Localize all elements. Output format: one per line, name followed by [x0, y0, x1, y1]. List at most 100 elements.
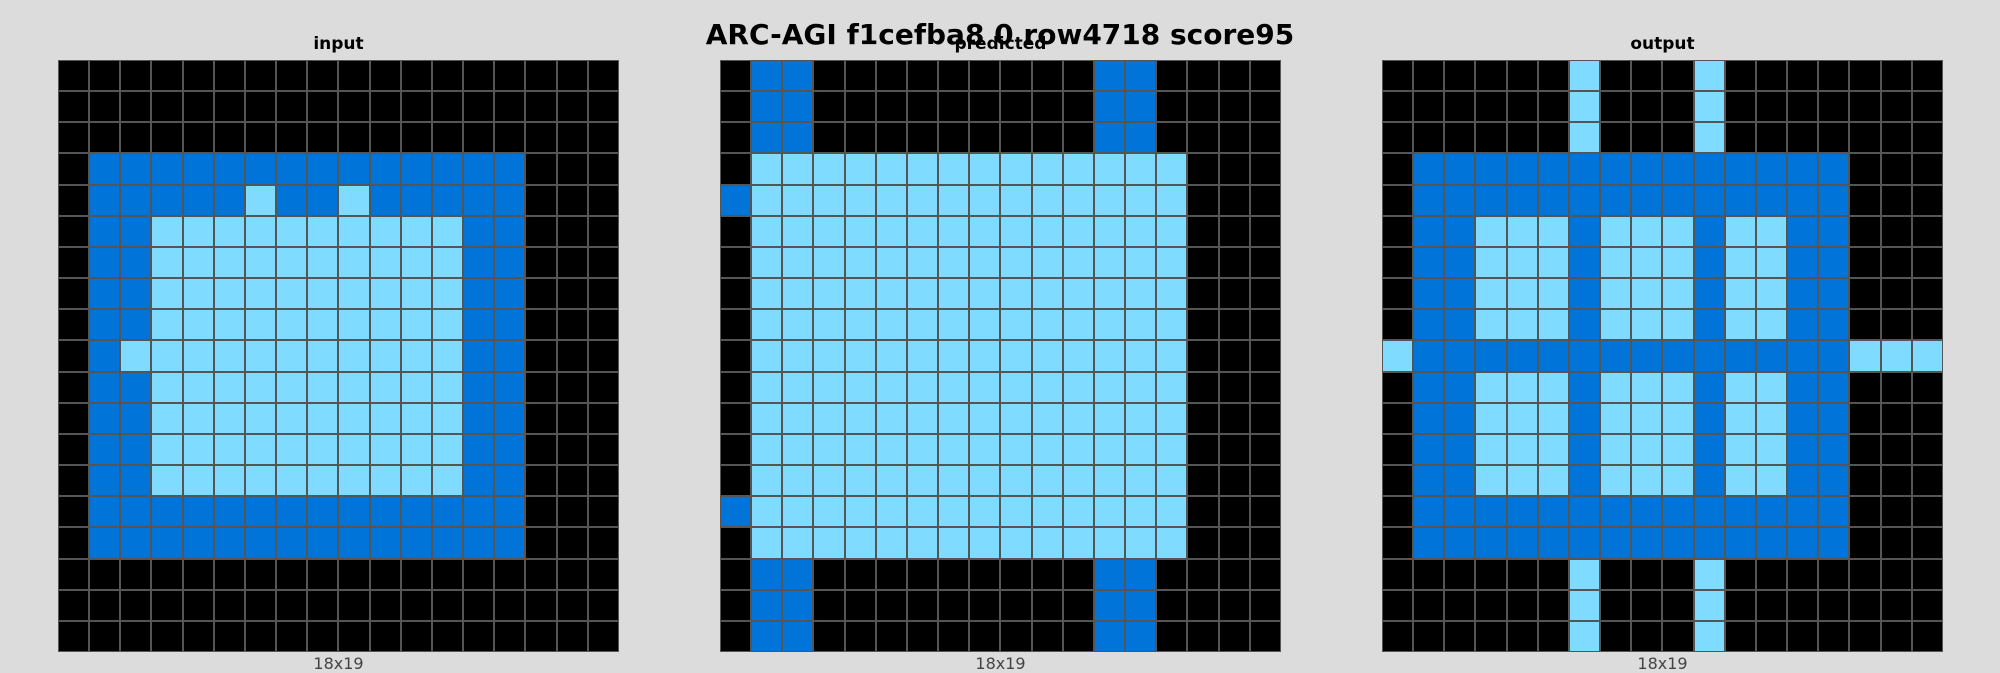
- grid-cell: [1218, 60, 1250, 92]
- grid-cell: [151, 91, 183, 123]
- grid-cell: [1724, 60, 1756, 92]
- grid-cell: [1382, 465, 1414, 497]
- grid-predicted: [720, 60, 1281, 652]
- grid-cell: [875, 433, 907, 466]
- grid-cell: [556, 589, 588, 621]
- grid-cell: [1911, 246, 1943, 279]
- grid-cell: [58, 465, 90, 497]
- grid-cell: [369, 60, 401, 92]
- grid-cell: [1125, 309, 1157, 341]
- grid-cell: [1600, 60, 1632, 92]
- grid-cell: [1724, 496, 1756, 528]
- grid-cell: [1187, 496, 1219, 528]
- grid-cell: [151, 340, 183, 372]
- grid-cell: [151, 122, 183, 154]
- grid-cell: [244, 620, 277, 652]
- grid-cell: [813, 589, 845, 621]
- grid-cell: [813, 620, 845, 652]
- grid-cell: [1662, 278, 1694, 310]
- grid-cell: [494, 527, 526, 559]
- grid-cell: [307, 620, 339, 652]
- grid-cell: [307, 371, 339, 403]
- grid-cell: [1880, 153, 1912, 185]
- grid-cell: [844, 246, 876, 279]
- grid-cell: [720, 215, 752, 247]
- grid-cell: [1724, 309, 1756, 341]
- grid-cell: [276, 340, 308, 372]
- grid-cell: [587, 465, 619, 497]
- grid-cell: [244, 122, 277, 154]
- grid-cell: [587, 153, 619, 185]
- grid-cell: [1506, 309, 1538, 341]
- grid-cell: [1249, 153, 1281, 185]
- grid-cell: [1382, 620, 1414, 652]
- grid-cell: [1787, 184, 1819, 216]
- grid-cell: [782, 91, 814, 123]
- grid-cell: [1880, 60, 1912, 92]
- grid-cell: [782, 278, 814, 310]
- grid-cell: [1787, 620, 1819, 652]
- grid-cell: [1787, 589, 1819, 621]
- grid-cell: [1475, 340, 1507, 372]
- grid-cell: [369, 340, 401, 372]
- grid-cell: [1818, 215, 1850, 247]
- grid-cell: [906, 184, 939, 216]
- grid-cell: [751, 465, 783, 497]
- grid-cell: [1631, 246, 1663, 279]
- grid-cell: [1218, 91, 1250, 123]
- grid-cell: [969, 433, 1001, 466]
- grid-cell: [1156, 620, 1188, 652]
- grid-cell: [556, 184, 588, 216]
- grid-cell: [1413, 433, 1445, 466]
- grid-cell: [338, 402, 370, 434]
- grid-cell: [1218, 496, 1250, 528]
- grid-cell: [587, 620, 619, 652]
- grid-cell: [1000, 184, 1032, 216]
- grid-cell: [1506, 184, 1538, 216]
- grid-cell: [1249, 620, 1281, 652]
- grid-cell: [813, 122, 845, 154]
- grid-cell: [875, 60, 907, 92]
- grid-cell: [1413, 91, 1445, 123]
- grid-cell: [1444, 371, 1476, 403]
- grid-cell: [844, 278, 876, 310]
- grid-cell: [89, 558, 121, 590]
- grid-size-label: 18x19: [1637, 654, 1688, 673]
- grid-cell: [556, 465, 588, 497]
- grid-cell: [1249, 340, 1281, 372]
- grid-cell: [1568, 309, 1601, 341]
- grid-cell: [307, 496, 339, 528]
- grid-cell: [1062, 558, 1094, 590]
- grid-cell: [1631, 433, 1663, 466]
- grid-cell: [276, 122, 308, 154]
- grid-cell: [1631, 371, 1663, 403]
- grid-cell: [751, 589, 783, 621]
- grid-cell: [938, 184, 970, 216]
- grid-cell: [1724, 589, 1756, 621]
- grid-cell: [1506, 371, 1538, 403]
- grid-cell: [307, 558, 339, 590]
- grid-cell: [400, 215, 432, 247]
- grid-cell: [182, 122, 214, 154]
- grid-cell: [307, 153, 339, 185]
- grid-cell: [1693, 246, 1725, 279]
- grid-cell: [906, 465, 939, 497]
- grid-cell: [1475, 465, 1507, 497]
- grid-cell: [1249, 589, 1281, 621]
- grid-cell: [1600, 433, 1632, 466]
- grid-cell: [1031, 309, 1063, 341]
- panel-title: output: [1630, 34, 1695, 54]
- grid-cell: [1631, 153, 1663, 185]
- grid-cell: [1218, 309, 1250, 341]
- grid-cell: [120, 215, 152, 247]
- grid-cell: [1787, 153, 1819, 185]
- grid-cell: [720, 340, 752, 372]
- grid-cell: [1849, 122, 1881, 154]
- grid-cell: [431, 620, 464, 652]
- grid-cell: [338, 184, 370, 216]
- grid-cell: [1662, 558, 1694, 590]
- grid-cell: [782, 402, 814, 434]
- grid-cell: [1537, 278, 1569, 310]
- grid-cell: [938, 527, 970, 559]
- grid-cell: [1662, 122, 1694, 154]
